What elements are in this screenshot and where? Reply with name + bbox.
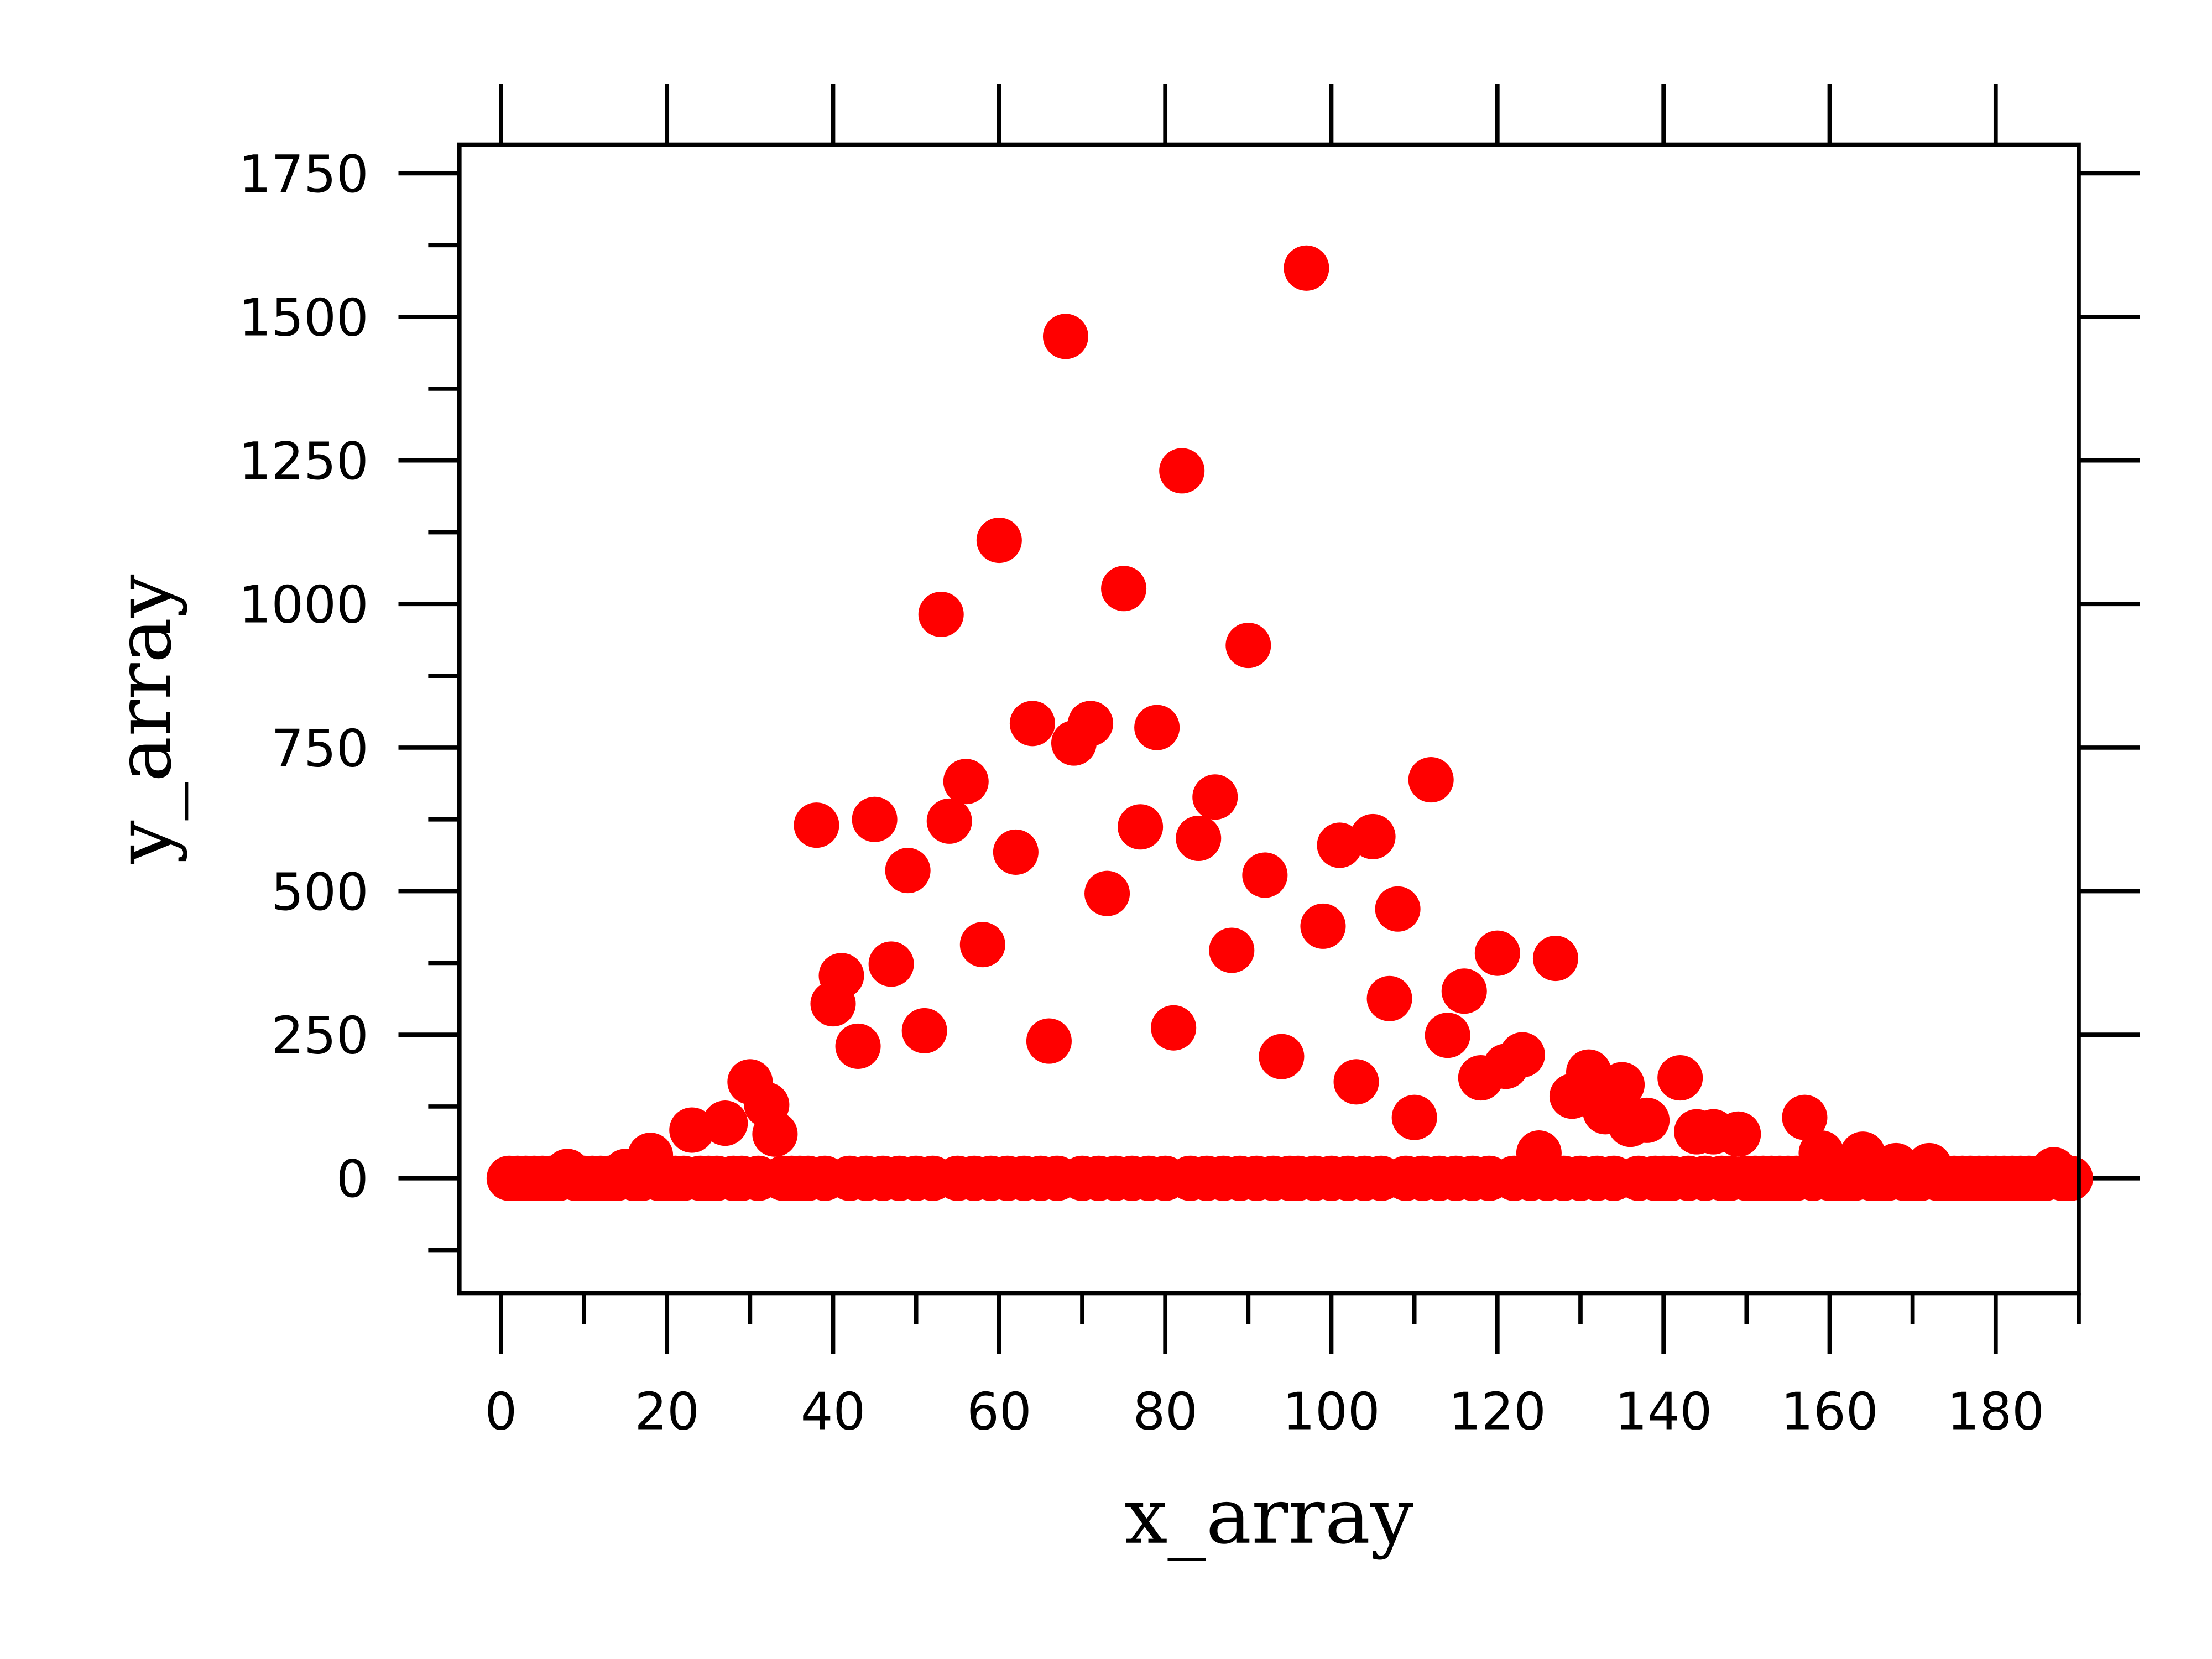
point [959,922,1005,968]
y-tick-label: 1750 [239,144,369,204]
point [818,953,864,999]
point [976,518,1022,564]
point [1599,1062,1645,1108]
x-tick-label: 0 [484,1382,517,1442]
y-tick-label: 1500 [239,288,369,347]
point [1067,701,1114,747]
point [1333,1059,1379,1105]
point [1084,870,1130,916]
point [1425,1013,1470,1058]
point [1391,1094,1437,1140]
point [1192,774,1238,820]
point [1101,566,1147,612]
point [1366,975,1412,1021]
point [1026,1018,1072,1064]
point [1408,757,1454,803]
x-tick-label: 120 [1449,1382,1546,1442]
point [794,802,839,848]
point [1499,1032,1545,1078]
point [1009,701,1055,747]
point [926,798,972,844]
x-tick-label: 160 [1781,1382,1878,1442]
point [1474,930,1520,976]
point [1284,245,1329,291]
point [1151,1005,1197,1051]
x-axis-label: x_array [1124,1472,1413,1561]
y-tick-label: 250 [271,1005,368,1065]
point [1657,1055,1703,1101]
point [752,1111,798,1157]
point [2047,1155,2093,1201]
y-tick-label: 0 [336,1149,369,1209]
point [1259,1034,1305,1079]
point [1624,1097,1670,1143]
point [1350,813,1396,859]
point [1300,903,1346,949]
point [901,1008,947,1053]
point [1532,936,1578,982]
y-tick-label: 750 [271,718,368,778]
plot-frame [457,142,2081,1296]
y-axis-label: y_array [99,574,189,864]
x-tick-label: 80 [1133,1382,1197,1442]
y-tick-label: 1250 [239,431,369,491]
point [1118,804,1164,850]
point [702,1100,748,1146]
x-tick-label: 140 [1615,1382,1712,1442]
x-tick-label: 100 [1282,1382,1380,1442]
y-tick-label: 500 [271,862,368,922]
point [943,759,989,805]
point [1715,1111,1761,1157]
point [1042,314,1088,359]
point [1209,927,1255,973]
x-tick-label: 60 [967,1382,1031,1442]
point [835,1023,881,1069]
x-tick-label: 40 [801,1382,865,1442]
x-tick-label: 180 [1947,1382,2044,1442]
x-tick-label: 20 [634,1382,699,1442]
point [918,591,964,638]
point [1225,623,1271,669]
point [1134,705,1180,750]
point [1159,448,1205,494]
point [1375,886,1421,932]
point [885,848,931,894]
point [1441,968,1487,1014]
point [993,829,1039,875]
point [1242,852,1288,898]
point [868,941,914,987]
point [1176,815,1222,862]
point [1782,1094,1828,1140]
y-tick-label: 1000 [239,575,369,635]
point [852,796,898,842]
